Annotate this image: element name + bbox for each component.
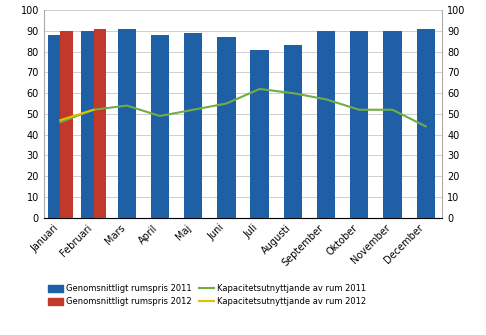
Bar	[217, 37, 236, 218]
Legend: Genomsnittligt rumspris 2011, Genomsnittligt rumspris 2012, Kapacitetsutnyttjand: Genomsnittligt rumspris 2011, Genomsnitt…	[48, 284, 366, 307]
Bar	[350, 31, 368, 218]
Bar	[317, 31, 335, 218]
Bar	[184, 33, 202, 218]
Bar	[284, 45, 302, 218]
Bar	[417, 29, 435, 218]
Bar	[383, 31, 401, 218]
Bar	[48, 35, 60, 218]
Bar	[60, 31, 73, 218]
Bar	[118, 29, 136, 218]
Bar	[93, 29, 106, 218]
Bar	[151, 35, 169, 218]
Bar	[81, 31, 93, 218]
Bar	[250, 50, 269, 218]
